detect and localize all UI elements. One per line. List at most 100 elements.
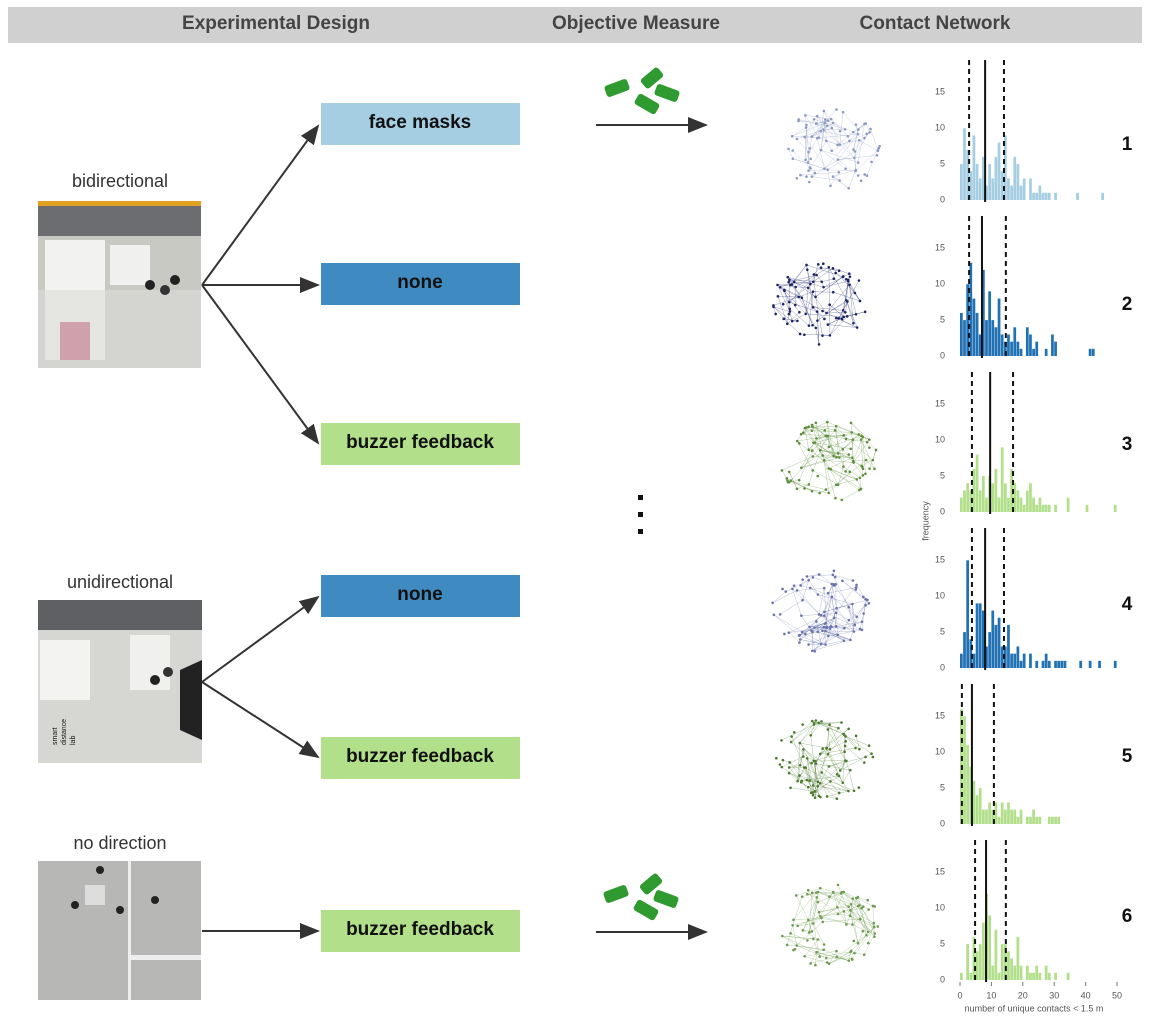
histogram-bar: [988, 632, 991, 668]
histogram-bar: [1026, 327, 1029, 356]
network-node: [838, 171, 841, 174]
histogram-bar: [979, 788, 982, 824]
network-node: [801, 599, 804, 602]
panel-number: 5: [1122, 746, 1133, 767]
network-node: [857, 128, 860, 131]
network-node: [861, 620, 864, 623]
network-node: [835, 950, 838, 953]
network-node: [805, 126, 808, 129]
network-edge: [827, 422, 859, 434]
histogram-bar: [1045, 349, 1048, 356]
network-node: [823, 615, 826, 618]
network-edge: [817, 116, 819, 138]
histogram-bar: [1017, 490, 1020, 512]
network-node: [868, 446, 871, 449]
network-node: [811, 892, 814, 895]
network-node: [849, 447, 852, 450]
y-tick-label: 0: [940, 350, 945, 360]
network-node: [824, 630, 827, 633]
network-node: [786, 944, 789, 947]
network-node: [801, 631, 804, 634]
network-node: [804, 159, 807, 162]
network-node: [792, 949, 795, 952]
network-node: [836, 144, 839, 147]
header: Objective Measure: [552, 13, 720, 34]
histogram-bar: [991, 611, 994, 668]
network-node: [822, 128, 825, 131]
box-label: face masks: [369, 112, 471, 133]
network-node: [788, 481, 791, 484]
network-node: [857, 896, 860, 899]
histogram-bar: [985, 498, 988, 512]
y-tick-label: 5: [940, 782, 945, 792]
network-node: [800, 466, 803, 469]
y-tick-label: 15: [935, 867, 945, 877]
histogram-bar: [969, 973, 972, 980]
histogram-bar: [1042, 661, 1045, 668]
network-node: [811, 424, 814, 427]
network-node: [844, 735, 847, 738]
histogram-bar: [973, 654, 976, 668]
histogram-bar: [1035, 193, 1038, 200]
histogram-bar: [995, 930, 998, 980]
network-node: [858, 279, 861, 282]
network-node: [829, 748, 832, 751]
network-node: [820, 643, 823, 646]
histogram-bar: [1010, 958, 1013, 980]
network-node: [820, 280, 823, 283]
arrows: [202, 125, 706, 932]
network-node: [839, 769, 842, 772]
network-node: [835, 483, 838, 486]
network-node: [836, 906, 839, 909]
network-edge: [797, 441, 812, 470]
network-node: [793, 731, 796, 734]
network-edge: [829, 468, 860, 489]
network-node: [863, 123, 866, 126]
network-node: [826, 168, 829, 171]
network-edge: [820, 911, 844, 916]
network-node: [794, 286, 797, 289]
histogram-bar: [1026, 966, 1029, 980]
network-node: [817, 785, 820, 788]
network-node: [807, 786, 810, 789]
network-node: [780, 739, 783, 742]
histogram-bar: [1054, 342, 1057, 356]
network-node: [808, 779, 811, 782]
network-node: [842, 275, 845, 278]
network-node: [795, 894, 798, 897]
network-node: [815, 620, 818, 623]
histogram-bar: [1017, 937, 1020, 980]
histogram-bar: [1004, 483, 1007, 512]
network-node: [832, 175, 835, 178]
network-node: [858, 786, 861, 789]
histogram-bar: [1032, 810, 1035, 824]
network-node: [808, 483, 811, 486]
network-node: [821, 921, 824, 924]
network-node: [788, 308, 791, 311]
network-node: [862, 474, 865, 477]
network-node: [791, 149, 794, 152]
network-edge: [797, 946, 826, 958]
network-node: [847, 280, 850, 283]
network-node: [868, 438, 871, 441]
network-node: [823, 167, 826, 170]
network-node: [831, 573, 834, 576]
network-edge: [840, 145, 855, 158]
network-node: [828, 303, 831, 306]
x-tick-label: 50: [1112, 990, 1122, 1000]
network-node: [817, 781, 820, 784]
network-node: [847, 959, 850, 962]
network-node: [835, 955, 838, 958]
network-edge: [824, 460, 829, 493]
network-node: [776, 284, 779, 287]
network-edge: [796, 895, 808, 920]
histogram-bar: [976, 795, 979, 824]
network-node: [819, 887, 822, 890]
network-node: [812, 938, 815, 941]
network-edge: [817, 138, 824, 168]
network-node: [788, 471, 791, 474]
network-node: [809, 167, 812, 170]
network-node: [806, 757, 809, 760]
network: [787, 108, 881, 189]
network-edge: [781, 724, 814, 740]
